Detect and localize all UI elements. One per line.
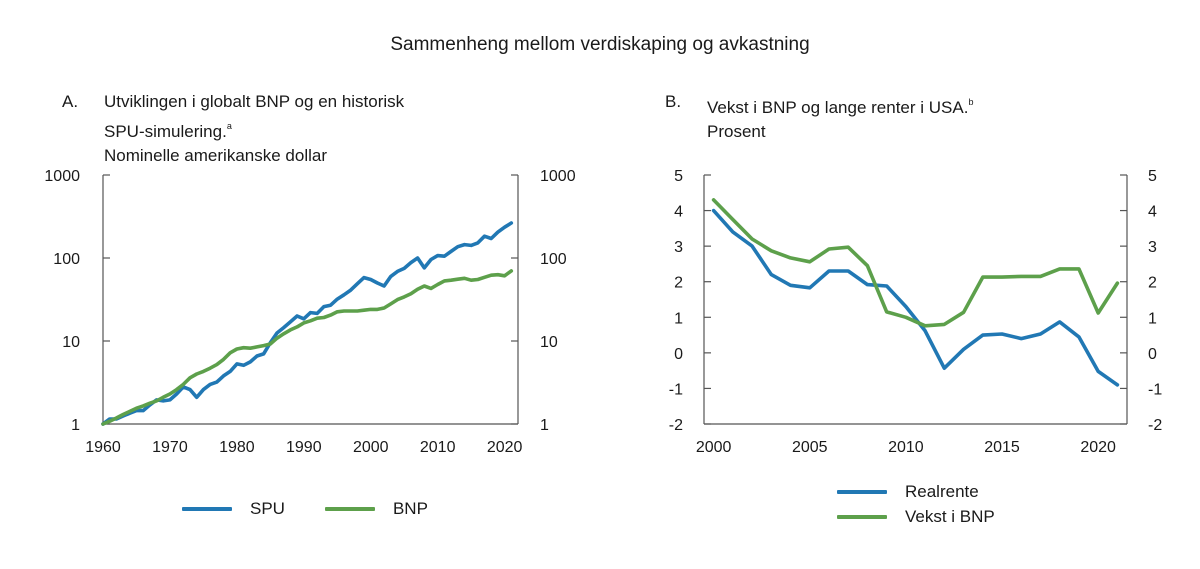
panel-a-title-line2: SPU-simulering. xyxy=(104,122,227,141)
panel-a-ytick-label-right: 10 xyxy=(540,334,558,351)
panel-a-xtick-label: 1960 xyxy=(85,439,121,456)
panel-b-ytick-label-left: -2 xyxy=(669,417,683,434)
panel-b-ytick-label-left: 5 xyxy=(674,168,683,185)
legend-label: Realrente xyxy=(905,481,979,501)
panel-a-ytick-label-right: 100 xyxy=(540,251,567,268)
panel-a-footnote-marker: a xyxy=(226,121,232,131)
panel-a-series-bnp xyxy=(101,269,514,426)
legend-item: Realrente xyxy=(837,479,995,504)
panel-b-ytick-label-left: 1 xyxy=(674,310,683,327)
panel-b-ytick-label-left: 3 xyxy=(674,239,683,256)
panel-b-legend: Realrente Vekst i BNP xyxy=(837,479,995,529)
legend-item: Vekst i BNP xyxy=(837,504,995,529)
panel-a-xtick-label: 2000 xyxy=(353,439,389,456)
panel-b-ytick-label-right: -1 xyxy=(1148,381,1162,398)
panel-b-xtick-label: 2015 xyxy=(984,439,1020,456)
panel-a-xtick-label: 1980 xyxy=(219,439,255,456)
panel-a-xtick-label: 1990 xyxy=(286,439,322,456)
panel-b-ytick-label-left: -1 xyxy=(669,381,683,398)
panel-b-series-realrente xyxy=(711,208,1120,387)
panel-b-xtick-label: 2020 xyxy=(1080,439,1116,456)
legend-swatch xyxy=(837,489,887,494)
legend-swatch xyxy=(324,506,375,511)
legend-label: SPU xyxy=(250,498,285,518)
panel-b-ytick-label-right: 3 xyxy=(1148,239,1157,256)
panel-b-subtitle: Prosent xyxy=(707,122,766,141)
panel-b-title-line1: Vekst i BNP og lange renter i USA. xyxy=(707,98,969,117)
panel-a-title-line1: Utviklingen i globalt BNP og en historis… xyxy=(104,92,405,111)
panel-b-xtick-label: 2005 xyxy=(792,439,828,456)
legend-item: SPU xyxy=(182,496,285,521)
panel-b-series-vekst-i-bnp xyxy=(711,198,1120,328)
panel-a-ytick-label-left: 1 xyxy=(71,417,80,434)
panel-a-subtitle: Nominelle amerikanske dollar xyxy=(104,146,327,165)
panel-b-ytick-label-right: 5 xyxy=(1148,168,1157,185)
panel-b-xtick-label: 2000 xyxy=(696,439,732,456)
panel-a-legend: SPU BNP xyxy=(182,496,428,521)
panel-b-ytick-label-left: 0 xyxy=(674,346,683,363)
panel-b-ytick-label-right: 1 xyxy=(1148,310,1157,327)
panel-b-ytick-label-right: -2 xyxy=(1148,417,1162,434)
panel-a-ytick-label-left: 10 xyxy=(62,334,80,351)
panel-a-xtick-label: 2020 xyxy=(487,439,523,456)
panel-a-ytick-label-right: 1000 xyxy=(540,168,576,185)
legend-swatch xyxy=(837,514,887,519)
panel-b-ytick-label-right: 4 xyxy=(1148,204,1157,221)
legend-item: BNP xyxy=(324,496,428,521)
panel-a-ytick-label-left: 1000 xyxy=(44,168,80,185)
panel-b-ytick-label-right: 2 xyxy=(1148,275,1157,292)
legend-swatch xyxy=(182,506,232,511)
panel-a-series-spu xyxy=(101,221,514,426)
panel-a-letter: A. xyxy=(62,92,79,111)
panel-a-xtick-label: 2010 xyxy=(420,439,456,456)
panel-b-ytick-label-right: 0 xyxy=(1148,346,1157,363)
legend-label: BNP xyxy=(392,498,428,518)
panel-a-xtick-label: 1970 xyxy=(152,439,188,456)
panel-b-xtick-label: 2010 xyxy=(888,439,924,456)
legend-label: Vekst i BNP xyxy=(905,506,995,526)
panel-a-ytick-label-right: 1 xyxy=(540,417,549,434)
panel-b-ytick-label-left: 2 xyxy=(674,275,683,292)
figure-title: Sammenheng mellom verdiskaping og avkast… xyxy=(390,34,810,55)
panel-b-ytick-label-left: 4 xyxy=(674,204,683,221)
panel-b-footnote-marker: b xyxy=(968,97,974,107)
panel-a-ytick-label-left: 100 xyxy=(53,251,80,268)
panel-b-letter: B. xyxy=(665,92,682,111)
